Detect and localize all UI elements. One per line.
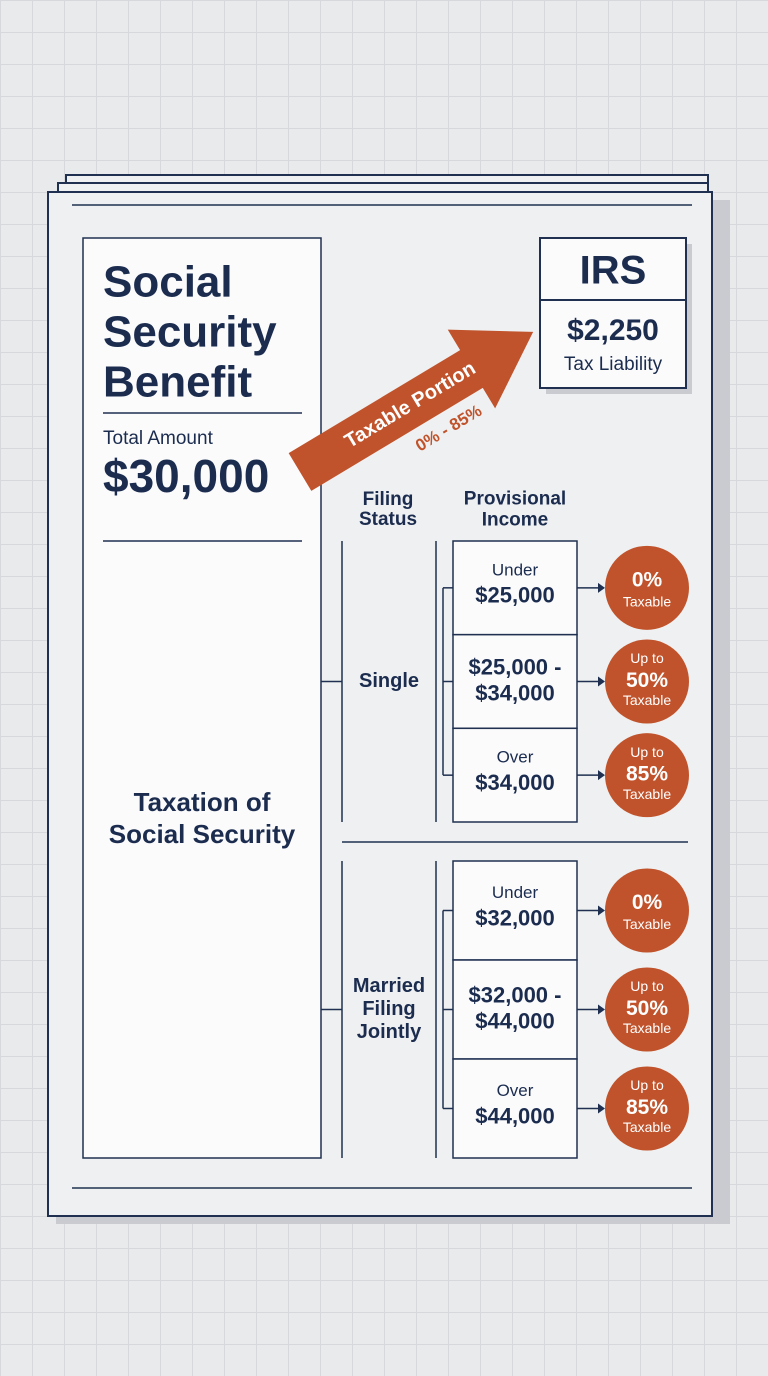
income-amount: $32,000 - <box>469 982 562 1007</box>
income-amount: $32,000 <box>475 905 555 930</box>
result-badge <box>605 639 689 724</box>
arrow-head <box>598 1004 605 1015</box>
income-amount: $25,000 - <box>469 654 562 679</box>
result-label: Taxable <box>623 1020 671 1036</box>
benefit-title: Social <box>103 258 233 307</box>
result-badge <box>605 1066 689 1151</box>
arrow-head <box>598 676 605 687</box>
income-amount: $34,000 <box>475 680 555 705</box>
irs-amount: $2,250 <box>567 314 659 347</box>
filing-status: Single <box>359 670 419 692</box>
irs-box <box>539 237 687 389</box>
result-prefix: Up to <box>630 650 664 666</box>
result-prefix: Up to <box>630 744 664 760</box>
result-badge <box>605 868 689 953</box>
benefit-panel <box>82 237 322 1159</box>
irs-title: IRS <box>580 249 647 293</box>
result-label: Taxable <box>623 786 671 802</box>
income-amount: $44,000 <box>475 1008 555 1033</box>
arrow-head <box>598 770 605 781</box>
income-box <box>452 727 578 823</box>
arrow-head <box>598 582 605 593</box>
result-rate: 50% <box>626 669 668 692</box>
income-note: Over <box>497 1081 534 1100</box>
income-box <box>452 633 578 730</box>
result-rate: 85% <box>626 763 668 786</box>
result-badge <box>605 967 689 1052</box>
filing-status: Married <box>353 975 425 997</box>
result-label: Taxable <box>623 594 671 610</box>
result-rate: 0% <box>632 891 663 914</box>
result-rate: 50% <box>626 997 668 1020</box>
result-rate: 85% <box>626 1096 668 1119</box>
result-badge <box>605 733 689 818</box>
income-box <box>452 959 578 1060</box>
column-header: Status <box>359 509 417 530</box>
arrow-head <box>598 905 605 916</box>
result-prefix: Up to <box>630 978 664 994</box>
result-rate: 0% <box>632 568 663 591</box>
panel-footer: Taxation of <box>134 787 271 817</box>
income-box <box>452 1058 578 1159</box>
income-amount: $44,000 <box>475 1103 555 1128</box>
result-label: Taxable <box>623 692 671 708</box>
result-label: Taxable <box>623 916 671 932</box>
filing-status: Jointly <box>357 1021 422 1043</box>
result-prefix: Up to <box>630 1077 664 1093</box>
income-box <box>452 860 578 961</box>
column-header: Filing <box>363 489 414 510</box>
total-label: Total Amount <box>103 428 214 449</box>
result-label: Taxable <box>623 1119 671 1135</box>
filing-status: Filing <box>362 998 415 1020</box>
column-header: Income <box>482 510 549 531</box>
income-note: Under <box>492 560 539 579</box>
panel-footer: Social Security <box>109 819 296 849</box>
arrow-head <box>598 1103 605 1114</box>
benefit-title: Benefit <box>103 358 252 407</box>
column-header: Provisional <box>464 489 566 510</box>
income-note: Over <box>497 748 534 767</box>
arrow-shape <box>288 329 534 491</box>
income-amount: $34,000 <box>475 770 555 795</box>
benefit-title: Security <box>103 308 277 357</box>
income-amount: $25,000 <box>475 583 555 608</box>
irs-label: Tax Liability <box>564 354 663 375</box>
income-note: Under <box>492 883 539 902</box>
total-amount: $30,000 <box>103 450 269 502</box>
income-box <box>452 540 578 636</box>
result-badge <box>605 545 689 630</box>
